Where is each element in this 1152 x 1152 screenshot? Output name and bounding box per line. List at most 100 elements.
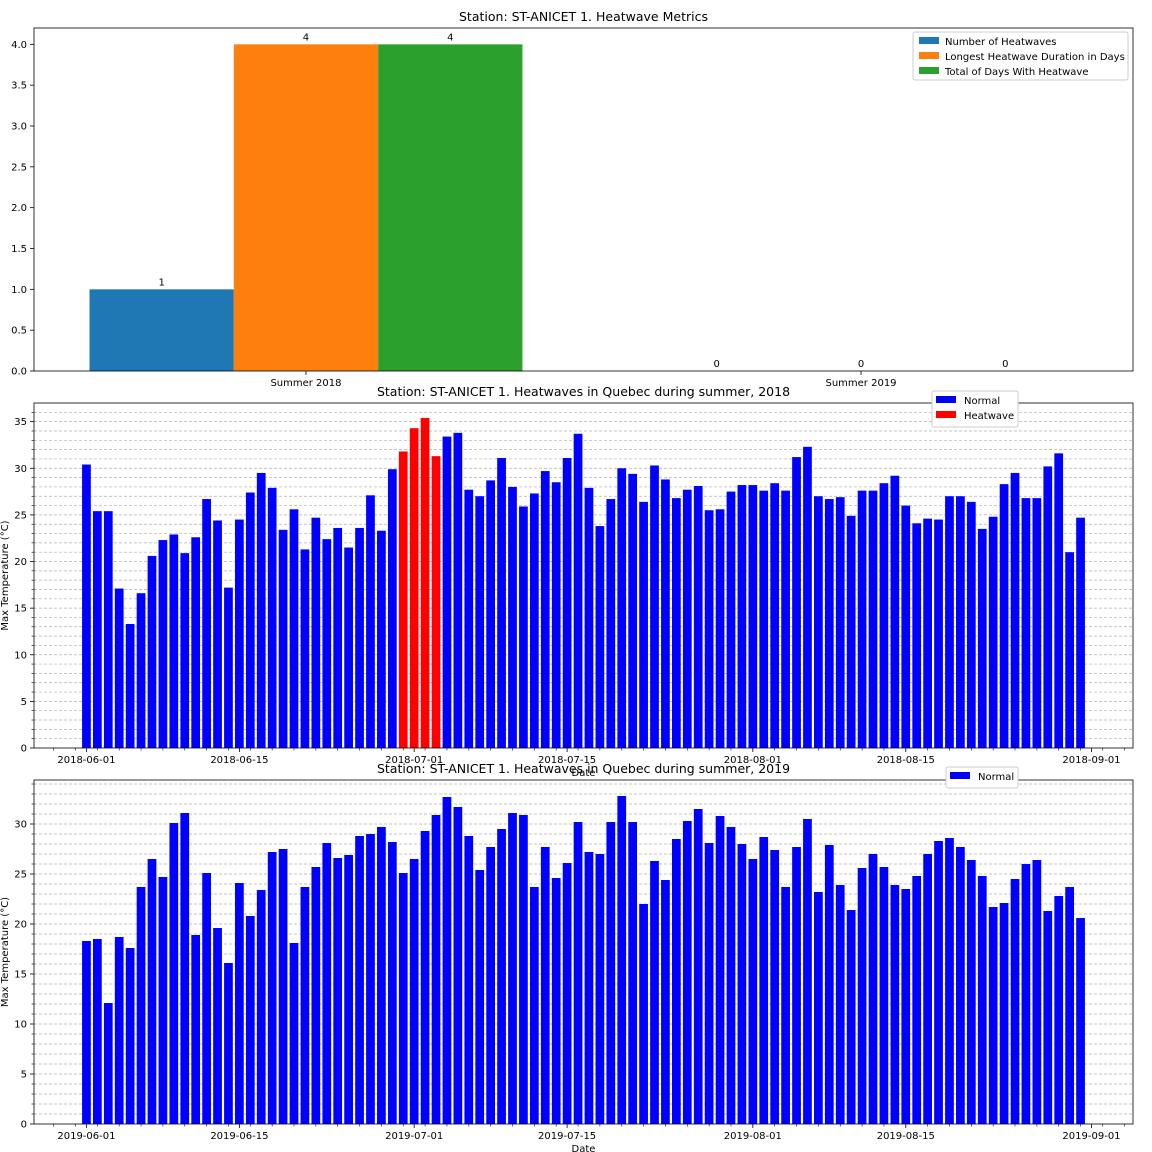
temperature-bar xyxy=(235,519,244,748)
temperature-bar xyxy=(191,935,201,1124)
temperature-bar xyxy=(267,487,277,748)
temperature-bar xyxy=(923,854,932,1124)
y-tick-label: 35 xyxy=(14,417,27,428)
y-tick-label: 1.0 xyxy=(11,285,27,296)
temperature-bar xyxy=(475,870,485,1124)
temperature-bar xyxy=(355,836,364,1124)
temperature-bar xyxy=(158,877,168,1124)
metric-bar xyxy=(89,289,234,371)
temperature-bar xyxy=(606,822,616,1124)
temperature-bar xyxy=(650,861,659,1124)
temperature-bar xyxy=(256,472,266,748)
temperature-bar xyxy=(377,530,386,748)
temperature-bar xyxy=(442,797,452,1124)
y-axis-label: Max Temperature (°C) xyxy=(0,520,11,630)
chart-title: Station: ST-ANICET 1. Heatwave Metrics xyxy=(459,9,708,24)
heatwave-bar xyxy=(420,417,430,748)
temperature-bar xyxy=(245,492,255,748)
temperature-bar xyxy=(748,859,758,1124)
x-axis-label: Date xyxy=(572,1144,596,1152)
temperature-bar xyxy=(344,547,353,748)
temperature-bar xyxy=(1043,466,1053,748)
y-tick-label: 20 xyxy=(14,557,27,568)
temperature-bar xyxy=(726,827,736,1124)
temperature-bar xyxy=(879,867,889,1124)
temperature-bar xyxy=(1021,864,1031,1124)
metric-bar xyxy=(378,44,523,371)
temperature-bar xyxy=(256,890,266,1124)
x-tick-label: 2019-06-01 xyxy=(57,1131,115,1142)
temperature-bar xyxy=(103,511,113,748)
temperature-bar xyxy=(519,815,528,1124)
temperature-bar xyxy=(311,867,321,1124)
temperature-bar xyxy=(442,436,452,748)
temperature-bar xyxy=(1076,918,1085,1124)
temperature-bar xyxy=(508,813,517,1124)
temperature-bar xyxy=(977,528,987,748)
temperature-bar xyxy=(1065,887,1075,1124)
temperature-bar xyxy=(835,497,845,748)
temperature-bar xyxy=(671,839,681,1124)
temperature-bar xyxy=(671,498,681,748)
y-tick-label: 5 xyxy=(21,1070,27,1081)
temperature-bar xyxy=(147,859,157,1124)
temperature-bar xyxy=(1054,453,1064,748)
temperature-bar xyxy=(726,491,736,748)
metrics-chart: 1 0 4 0 4 0 0.0 0.5 1.0 1.5 2.0 2.5 3.0 3.5 4.0 Summer … xyxy=(11,9,1134,389)
legend-swatch xyxy=(919,52,939,59)
x-tick-label: 2019-07-01 xyxy=(385,1131,443,1142)
x-tick-label: 2018-07-15 xyxy=(538,755,596,766)
temperature-bar xyxy=(693,485,703,748)
temperature-bar xyxy=(846,515,856,748)
temperature-bar xyxy=(475,496,485,748)
temperature-bar xyxy=(82,941,91,1124)
y-tick-label: 0.0 xyxy=(11,367,27,378)
data-label: 0 xyxy=(714,359,720,370)
temperature-bar xyxy=(322,843,332,1124)
temperature-bar xyxy=(497,458,506,748)
y-tick-label: 5 xyxy=(21,697,27,708)
temperature-bar xyxy=(901,505,911,748)
y-tick-label: 0 xyxy=(21,1120,27,1131)
temperature-bar xyxy=(857,490,867,748)
temperature-bar xyxy=(639,904,648,1124)
heatwave-bar xyxy=(431,456,441,748)
temperature-bar xyxy=(366,834,375,1124)
temperature-bar xyxy=(584,487,594,748)
heatwave-bar xyxy=(398,451,408,748)
temperature-bar xyxy=(540,847,550,1124)
temperature-bar xyxy=(245,916,255,1124)
y-tick-label: 20 xyxy=(14,920,27,931)
temperature-bar xyxy=(704,510,714,748)
temperature-bar xyxy=(584,852,594,1124)
temperature-bar xyxy=(191,537,201,748)
legend-label: Normal xyxy=(964,396,1000,407)
temperature-bar xyxy=(551,482,561,748)
temperature-bar xyxy=(1054,896,1064,1124)
temperature-bar xyxy=(235,883,244,1124)
y-tick-label: 10 xyxy=(14,650,27,661)
temperature-bar xyxy=(715,816,725,1124)
temperature-bar xyxy=(966,860,976,1124)
y-tick-label: 15 xyxy=(14,970,27,981)
temperature-bar xyxy=(103,1003,113,1124)
temperature-bar xyxy=(125,948,135,1124)
y-axis-label: Max Temperature (°C) xyxy=(0,897,11,1007)
temperature-bar xyxy=(693,809,703,1124)
x-tick-label: 2019-07-15 xyxy=(538,1131,596,1142)
temperature-bar xyxy=(92,939,102,1124)
legend-swatch xyxy=(919,67,939,74)
temperature-bar xyxy=(573,433,583,748)
temperature-bar xyxy=(890,475,900,748)
temperature-bar xyxy=(1032,860,1042,1124)
temperature-bar xyxy=(814,892,823,1124)
legend-swatch xyxy=(919,37,939,44)
temperature-bar xyxy=(213,928,222,1124)
temperature-bar xyxy=(114,937,124,1124)
y-tick-label: 2.5 xyxy=(11,162,27,173)
temperature-bar xyxy=(562,863,572,1124)
x-tick-label: Summer 2018 xyxy=(270,378,341,389)
temperature-bar xyxy=(988,907,998,1124)
temperature-bar xyxy=(617,796,627,1124)
y-tick-label: 15 xyxy=(14,604,27,615)
